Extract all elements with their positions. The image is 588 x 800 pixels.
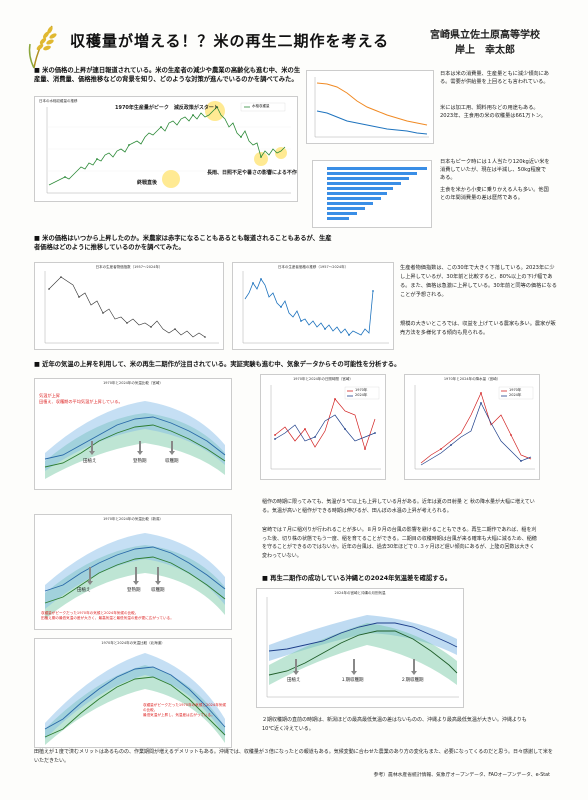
temp-chart-niigata: 1970年と2024年の気温比較（新潟） 田植え 登熟期 収穫期 収穫量がピーク… <box>34 514 232 630</box>
label-taue: 田植え <box>83 459 97 464</box>
section2-text-2: 規模の大きいところでは、収益を上げている農家も多い。農家が販売方法を多様化する傾… <box>400 321 556 336</box>
legend-2024: 2024年 <box>355 393 368 397</box>
right-text-2: 米には加工用、飼料用などの用途もある。2023年、主食用の米の収穫量は661万ト… <box>440 105 546 119</box>
conclusion: 田植えが１度で済むメリットはあるものの、作業期間が増えるデメリットもある。沖縄で… <box>34 749 553 764</box>
paragraph-3: ２期収穫期の直前の時期は、新潟ほどの最高最低気温の差はないものの、沖縄より最高最… <box>262 717 527 732</box>
label-shukaku: 収穫期 <box>151 588 165 593</box>
section3-heading: ■ 近年の気温の上昇を利用して、米の再生二期作が注目されている。実証実験も進む中… <box>34 361 401 368</box>
section1-heading: ■ 米の価格の上昇が連日報道されている。米の生産者の減少や農業の高齢化も進む中、… <box>34 67 301 83</box>
references: 参考）農林水産省統計情報、気象庁オープンデータ、FAOオープンデータ、e-Sta… <box>373 773 550 778</box>
weather-highlight-2 <box>275 147 287 159</box>
chart-title: 1970年と2024年の降水量（宮崎） <box>443 377 501 381</box>
producer-price-chart: 日本の生産者価格の推移（1957〜2024年） <box>232 262 394 350</box>
chart-e-note: 収穫量がピークだった1970年の気候と2024年気候の比較。 最低気温が上昇し、… <box>143 703 226 717</box>
consumption-chart <box>306 70 434 144</box>
chart-d-note: 収穫量がピークだった1970年の気候と2024年気候の比較。 田植え期の最低気温… <box>41 611 174 620</box>
legend-1970: 1970年 <box>509 388 522 392</box>
chart-title: 1970年と2024年の日照時間（宮崎） <box>293 377 353 381</box>
temp-chart-hokkaido: 1970年と2024年の気温比較（北海道） 収穫量がピークだった1970年の気候… <box>34 638 232 748</box>
paragraph-1: 稲作の時期に限ってみても、気温が５℃以上も上昇している月がある。近年は夏の日射量… <box>262 499 535 514</box>
label-first-harvest: １期収穫期 <box>341 678 364 683</box>
weather-annotation: 長雨、日照不足や暑さの影響による不作 <box>207 170 297 176</box>
legend-1970: 1970年 <box>355 388 368 392</box>
rice-harvest-chart: 日本の水稲収穫量の推移 水稲収穫量 1970年生産量がピーク 減反政策がスタート… <box>34 96 298 202</box>
chart-title: 日本の生産者価格の推移（1957〜2024年） <box>277 265 349 269</box>
rainfall-chart: 1970年と2024年の降水量（宮崎） 1970年 2024年 <box>404 374 540 480</box>
producer-index-chart: 日本の生産者物価指数（1957〜2024年） <box>34 262 224 350</box>
chart-title: 2024年の宮崎と沖縄の月別気温 <box>334 591 386 595</box>
sunshine-chart: 1970年と2024年の日照時間（宮崎） 1970年 2024年 <box>260 374 386 480</box>
country-consumption-chart <box>312 160 432 228</box>
peak-annotation: 1970年生産量がピーク 減反政策がスタート <box>115 105 219 111</box>
label-shukaku: 収穫期 <box>165 459 179 464</box>
paragraph-2: 宮崎では７月に稲刈りが行われることが多い。８月９月の台風の影響を避けることもでき… <box>262 527 537 559</box>
author-name: 岸上 幸太郎 <box>455 45 515 56</box>
section2-heading: ■ 米の価格はいつから上昇したのか。米農家は赤字になることもあるとも報道されるこ… <box>34 235 332 251</box>
school-name: 宮崎県立佐土原高等学校 <box>430 30 540 41</box>
legend-2024: 2024年 <box>509 393 522 397</box>
okinawa-heading: ■ 再生二期作の成功している沖縄との2024年気温差を確認する。 <box>262 575 452 582</box>
chart-title: 1970年と2024年の気温比較（宮崎） <box>103 381 163 385</box>
temp-chart-okinawa: 2024年の宮崎と沖縄の月別気温 田植え １期収穫期 ２期収穫期 <box>256 588 464 708</box>
chart-title: 日本の水稲収穫量の推移 <box>39 99 78 103</box>
section2-text-1: 生産者物価指数は、この30年で大きく下落している。2023年に少し上昇しているが… <box>400 265 557 298</box>
label-second-harvest: ２期収穫期 <box>401 678 424 683</box>
label-taue: 田植え <box>287 678 301 683</box>
right-text-4: 主食を米から小麦に乗りかえる人も多い。他国との年間消費量の差は歴然である。 <box>440 187 549 201</box>
chart-title: 1970年と2024年の気温比較（新潟） <box>103 517 163 521</box>
label-tojuku: 登熟期 <box>133 459 147 464</box>
postwar-highlight <box>162 170 180 188</box>
label-tojuku: 登熟期 <box>127 588 141 593</box>
postwar-annotation: 終戦直後 <box>137 180 158 186</box>
chart-title: 1970年と2024年の気温比較（北海道） <box>101 641 165 645</box>
temp-chart-miyazaki: 1970年と2024年の気温比較（宮崎） 気温が上昇 田植え、収穫期の平均気温が… <box>34 378 232 490</box>
rice-plant-icon <box>28 25 57 69</box>
peak-highlight <box>205 101 225 121</box>
chart-a-note: 気温が上昇 田植え、収穫期の平均気温が上昇している。 <box>39 393 123 404</box>
label-taue: 田植え <box>77 588 91 593</box>
chart-title: 日本の生産者物価指数（1957〜2024年） <box>95 265 163 269</box>
chart-legend: 水稲収穫量 <box>252 104 270 108</box>
poster-title: 収穫量が増える！？米の再生二期作を考える <box>70 32 390 50</box>
right-text-1: 日本は米の消費量、生産量ともに減少傾向にある。需要が供給量を上回るとも言われてい… <box>440 71 549 85</box>
right-text-3: 日本もピーク時には１人当たり120kg近い米を消費していたが、現在は半減し、50… <box>440 159 550 181</box>
weather-highlight-1 <box>254 152 268 166</box>
